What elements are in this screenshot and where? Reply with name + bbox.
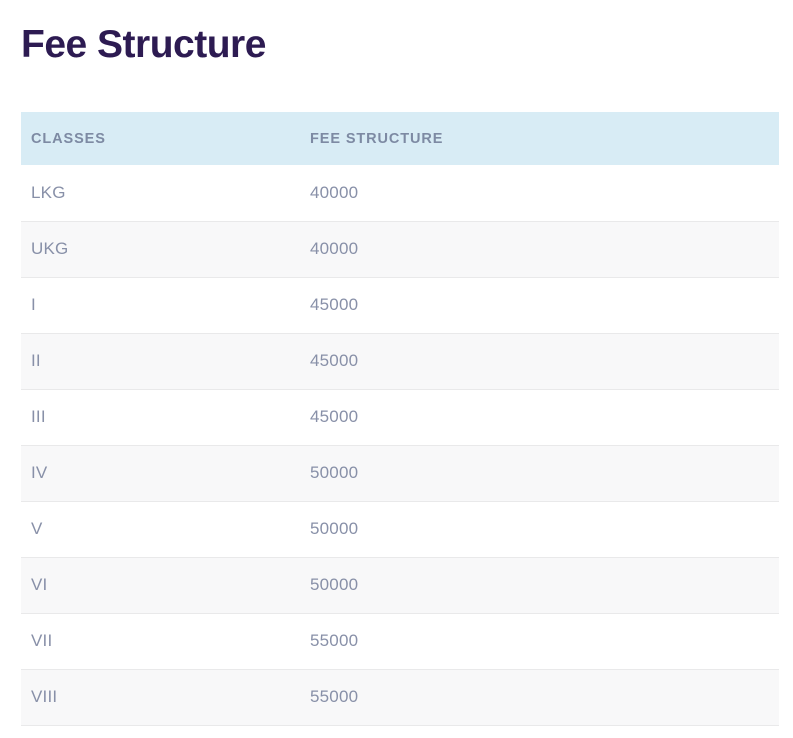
cell-fee: 40000 — [310, 165, 779, 222]
table-row: IV 50000 — [21, 444, 779, 502]
cell-class: II — [21, 332, 310, 390]
table-row: V 50000 — [21, 500, 779, 558]
table-body: LKG 40000 UKG 40000 I 45000 II 45000 III 45000 IV 5… — [21, 165, 779, 726]
table-row: UKG 40000 — [21, 220, 779, 278]
cell-class: V — [21, 500, 310, 558]
table-header-row: CLASSES FEE STRUCTURE — [21, 112, 779, 165]
cell-class: VIII — [21, 668, 310, 726]
fee-structure-table: CLASSES FEE STRUCTURE LKG 40000 UKG 40000 I 4… — [21, 112, 779, 726]
cell-fee: 50000 — [310, 444, 779, 502]
table-header: CLASSES FEE STRUCTURE — [21, 112, 779, 165]
cell-class: I — [21, 276, 310, 334]
cell-class: VI — [21, 556, 310, 614]
table-row: VIII 55000 — [21, 668, 779, 726]
fee-table-container: CLASSES FEE STRUCTURE LKG 40000 UKG 40000 I 4… — [21, 112, 779, 726]
cell-fee: 55000 — [310, 668, 779, 726]
table-row: LKG 40000 — [21, 165, 779, 222]
cell-fee: 45000 — [310, 388, 779, 446]
cell-fee: 40000 — [310, 220, 779, 278]
cell-class: III — [21, 388, 310, 446]
column-header-classes[interactable]: CLASSES — [21, 112, 310, 165]
cell-fee: 45000 — [310, 332, 779, 390]
cell-class: UKG — [21, 220, 310, 278]
table-row: I 45000 — [21, 276, 779, 334]
cell-fee: 50000 — [310, 500, 779, 558]
table-row: VI 50000 — [21, 556, 779, 614]
table-row: VII 55000 — [21, 612, 779, 670]
cell-fee: 55000 — [310, 612, 779, 670]
page-title: Fee Structure — [21, 23, 266, 66]
cell-fee: 50000 — [310, 556, 779, 614]
cell-class: VII — [21, 612, 310, 670]
table-row: III 45000 — [21, 388, 779, 446]
cell-class: LKG — [21, 165, 310, 222]
cell-fee: 45000 — [310, 276, 779, 334]
column-header-fee-structure[interactable]: FEE STRUCTURE — [310, 112, 779, 165]
table-row: II 45000 — [21, 332, 779, 390]
cell-class: IV — [21, 444, 310, 502]
